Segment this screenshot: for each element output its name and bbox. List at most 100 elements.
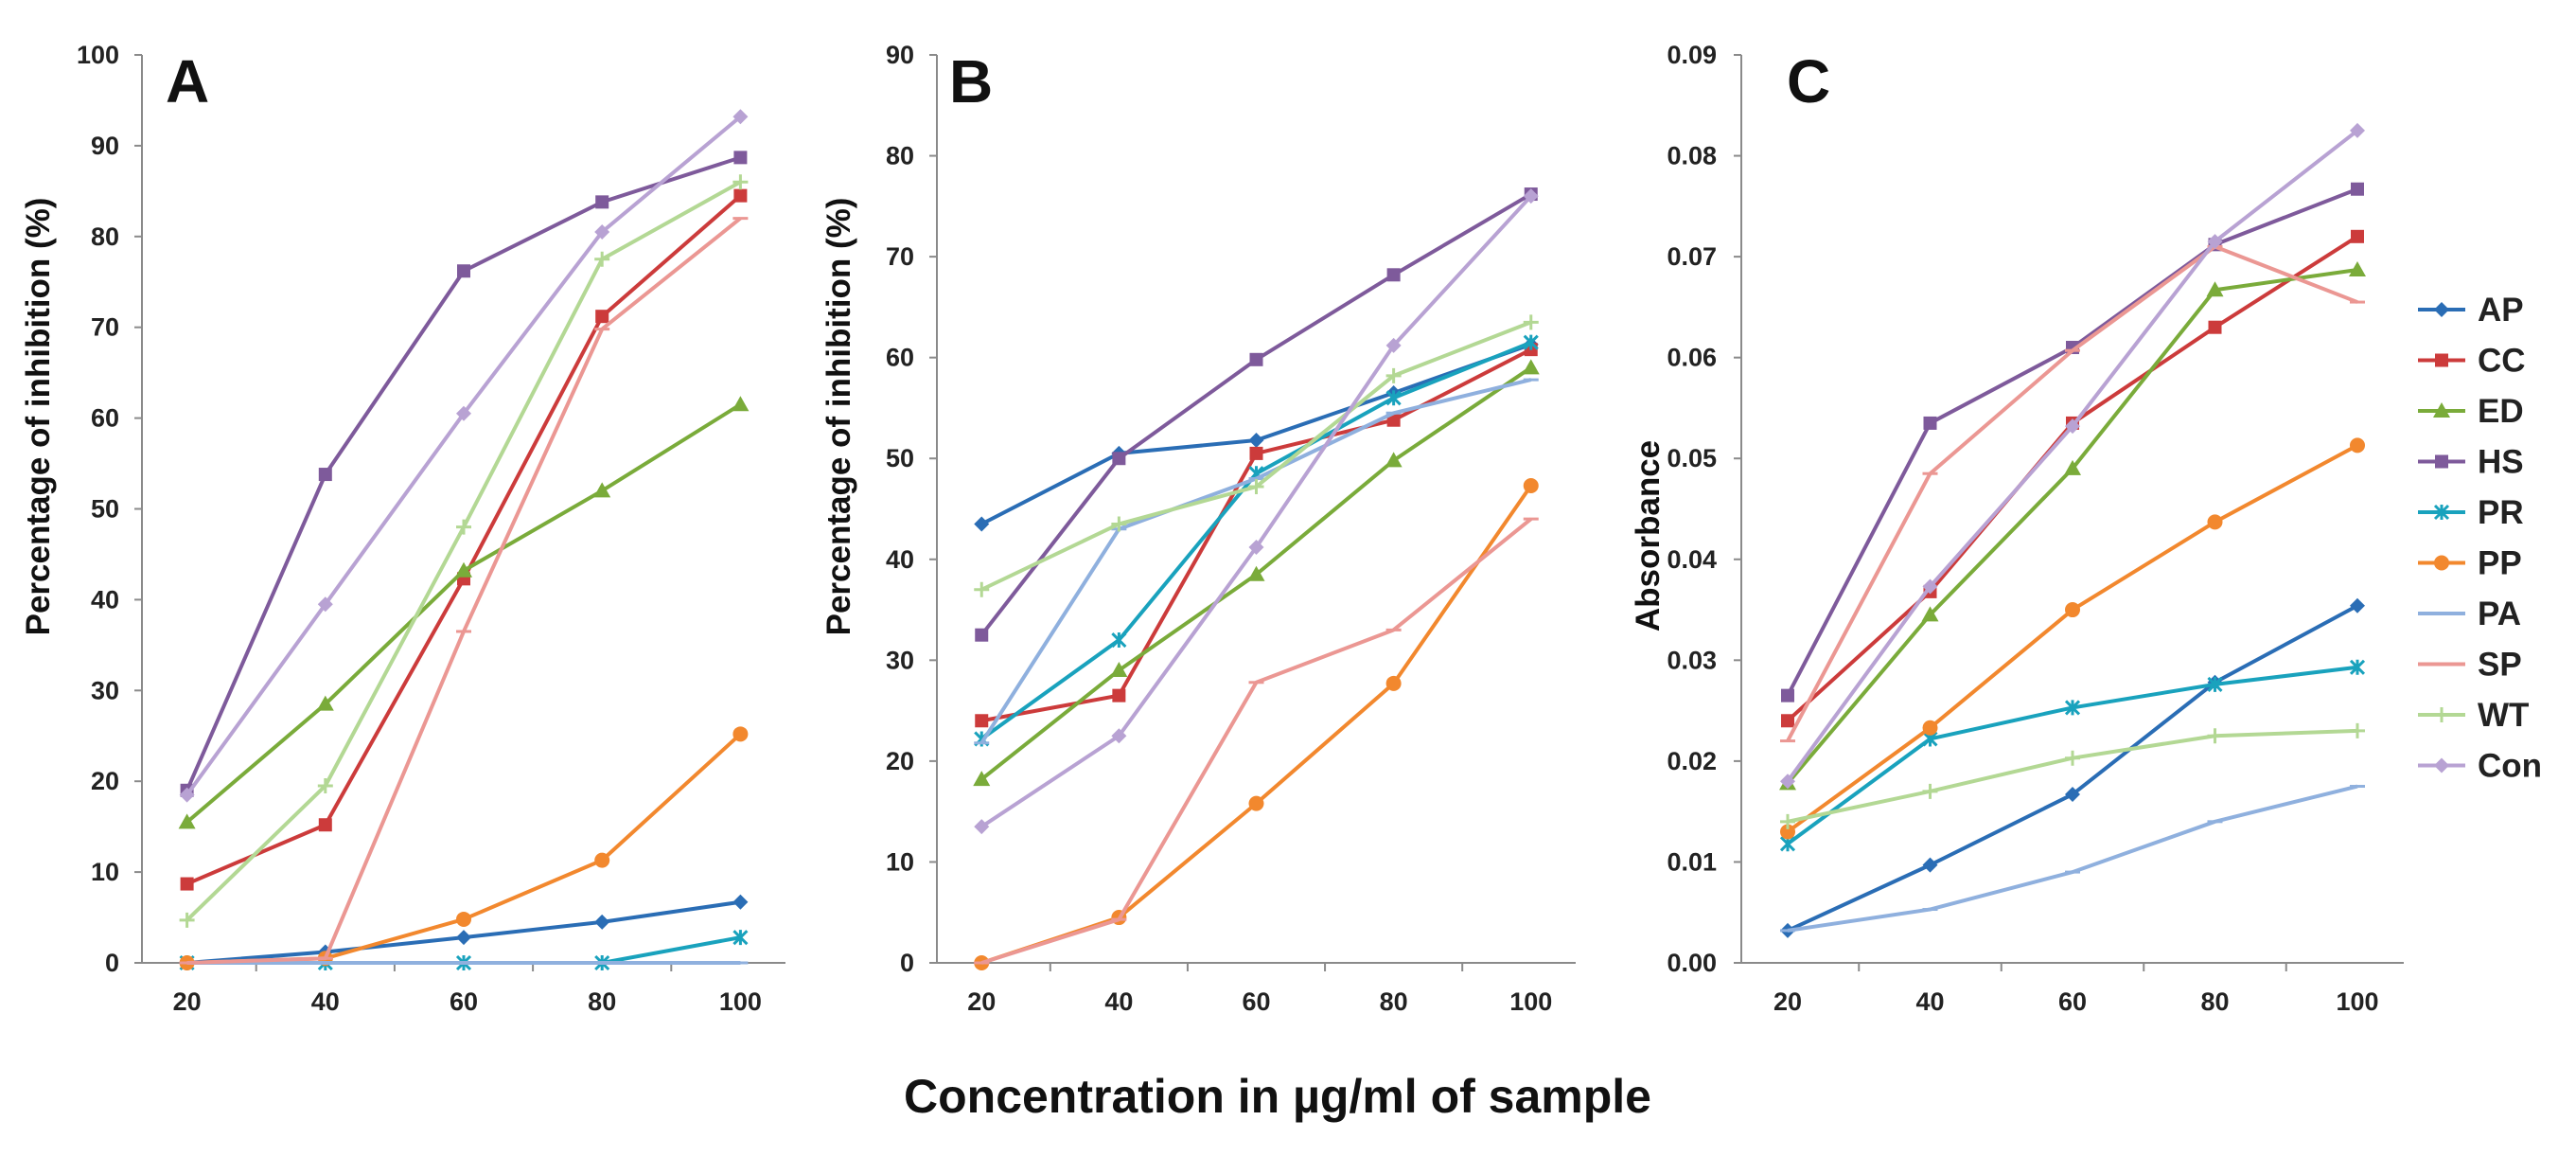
data-point-con <box>594 224 610 240</box>
legend-label-ed: ED <box>2478 393 2524 430</box>
y-tick-label: 20 <box>91 767 119 795</box>
y-tick-label: 0.01 <box>1667 847 1717 876</box>
y-tick-label: 80 <box>886 142 914 170</box>
data-point-con <box>1111 728 1127 744</box>
y-tick-label: 0 <box>900 949 914 977</box>
data-point-con <box>179 787 195 803</box>
y-tick-label: 60 <box>886 344 914 372</box>
data-point-ed <box>1110 661 1128 677</box>
data-point-ed <box>732 396 750 412</box>
y-axis-label: Percentage of inhibition (%) <box>20 198 57 636</box>
data-point-cc <box>733 188 748 203</box>
x-tick-label: 100 <box>1509 987 1552 1016</box>
data-point-cc <box>1112 688 1126 702</box>
data-point-ap <box>456 930 471 946</box>
y-tick-label: 20 <box>886 747 914 775</box>
y-tick-label: 70 <box>886 242 914 271</box>
data-point-hs <box>1386 268 1401 282</box>
data-point-ed <box>1385 452 1403 468</box>
y-tick-label: 0.03 <box>1667 646 1717 674</box>
legend-marker-ed <box>2433 402 2450 418</box>
data-point-cc <box>1386 413 1401 427</box>
data-point-cc <box>180 877 194 891</box>
data-point-con <box>2065 418 2080 435</box>
y-tick-label: 40 <box>91 585 119 614</box>
data-point-wt <box>974 581 990 597</box>
panel-c: 0.00 0.01 0.02 0.03 0.04 0.05 0.06 0.07 0.08 0.09… <box>1630 41 2404 1016</box>
data-point-hs <box>457 264 470 278</box>
panel-letter: A <box>166 47 209 116</box>
data-point-hs <box>975 628 989 642</box>
data-point-pp <box>732 726 749 742</box>
data-point-hs <box>733 151 748 165</box>
data-point-pp <box>1523 477 1539 493</box>
legend-marker-con <box>2434 757 2449 774</box>
x-tick-label: 40 <box>311 987 340 1016</box>
x-tick-label: 100 <box>2336 987 2378 1016</box>
legend-marker-ap <box>2434 302 2449 317</box>
data-point-ed <box>178 813 196 829</box>
legend-label-hs: HS <box>2478 444 2524 481</box>
series-line-cc <box>1786 235 2359 722</box>
x-axis-title: Concentration in µg/ml of sample <box>904 1070 1651 1123</box>
data-point-ed <box>973 771 991 787</box>
data-point-cc <box>2351 229 2364 243</box>
y-tick-label: 0.05 <box>1667 444 1717 472</box>
y-axis-label: Absorbance <box>1630 440 1667 631</box>
data-point-ed <box>455 561 472 578</box>
data-point-wt <box>1111 516 1127 532</box>
data-point-hs <box>1923 416 1937 430</box>
data-point-con <box>732 109 749 125</box>
data-point-wt <box>1780 813 1795 829</box>
data-point-wt <box>732 174 749 190</box>
data-point-wt <box>1922 783 1938 799</box>
data-point-pp <box>1922 720 1938 736</box>
data-point-wt <box>179 912 195 928</box>
data-point-ap <box>974 516 990 532</box>
x-tick-label: 20 <box>173 987 202 1016</box>
x-tick-label: 100 <box>719 987 762 1016</box>
legend-label-cc: CC <box>2478 343 2526 380</box>
data-point-cc <box>595 310 609 324</box>
data-point-con <box>1523 188 1539 205</box>
y-axis-label: Percentage of inhibition (%) <box>820 198 857 636</box>
data-point-pr <box>732 930 749 946</box>
legend-marker-wt <box>2434 707 2449 722</box>
data-point-ap <box>2065 787 2080 803</box>
x-tick-label: 80 <box>1380 987 1408 1016</box>
series-line-pp <box>1786 443 2358 834</box>
y-tick-label: 0.04 <box>1667 545 1717 574</box>
data-point-hs <box>1249 352 1263 366</box>
y-tick-label: 60 <box>91 404 119 433</box>
y-tick-label: 90 <box>91 132 119 160</box>
data-point-wt <box>594 251 610 267</box>
data-point-ap <box>1248 433 1264 449</box>
data-point-ed <box>2349 260 2366 276</box>
legend-marker-pp <box>2434 555 2449 571</box>
y-tick-label: 0.09 <box>1667 41 1717 69</box>
x-tick-label: 40 <box>1104 987 1133 1016</box>
y-tick-label: 0.06 <box>1667 344 1717 372</box>
data-point-pp <box>2207 514 2223 530</box>
data-point-ap <box>1922 857 1938 873</box>
data-point-ap <box>594 914 610 930</box>
panel-letter: B <box>949 47 993 116</box>
data-point-pr <box>1111 631 1127 649</box>
data-point-con <box>974 819 990 835</box>
data-point-pp <box>1385 675 1402 691</box>
series-line-pa <box>1787 784 2358 933</box>
data-point-cc <box>318 818 332 832</box>
data-point-wt <box>317 777 333 793</box>
series-line-cc <box>185 194 742 886</box>
data-point-pr <box>1523 334 1539 350</box>
data-point-pr <box>1385 390 1402 406</box>
legend: AP CC ED HS PR PP PA SP WT Con <box>2418 292 2542 785</box>
y-tick-label: 0.07 <box>1667 242 1717 271</box>
data-point-ed <box>2206 281 2224 297</box>
y-tick-label: 100 <box>77 41 119 69</box>
data-point-pr <box>2064 700 2081 716</box>
data-point-wt <box>2207 728 2223 744</box>
y-tick-label: 50 <box>91 495 119 524</box>
legend-marker-hs <box>2435 454 2448 469</box>
x-tick-label: 40 <box>1915 987 1944 1016</box>
